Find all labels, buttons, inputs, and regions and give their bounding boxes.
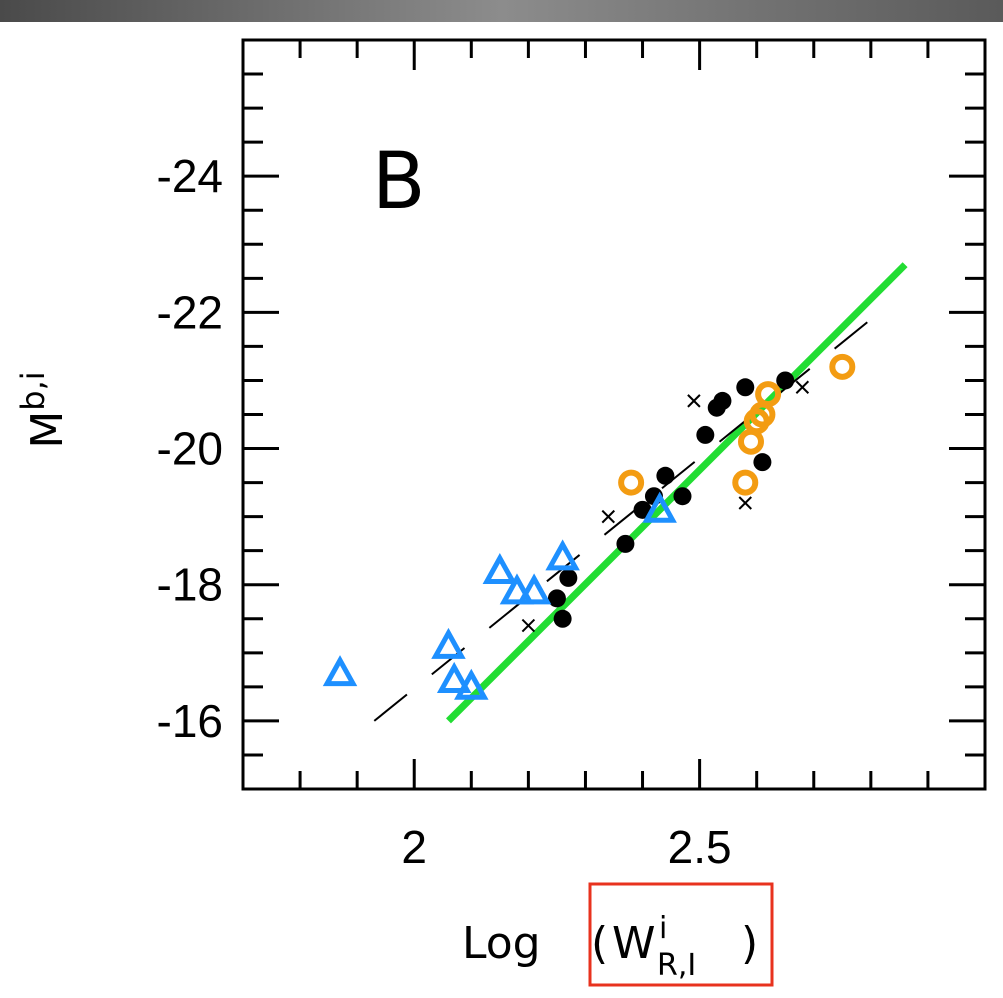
cross-point	[601, 509, 615, 524]
filled-circle-point	[713, 391, 732, 410]
y-tick-label: -18	[157, 559, 223, 611]
open-circle-point	[732, 469, 759, 496]
filled-circle-point	[559, 568, 578, 587]
x-axis-title-close-paren: )	[741, 918, 758, 969]
fit-lines	[373, 262, 908, 724]
filled-circle-point	[736, 378, 755, 397]
data-points	[322, 353, 856, 700]
x-tick-label: 2.5	[668, 821, 732, 873]
x-tick-labels: 2 2.5	[401, 821, 731, 873]
open-circle-point	[618, 469, 645, 496]
y-axis-title-base: M	[22, 411, 73, 449]
open-circle-point	[755, 381, 782, 408]
x-axis-title: Log ( W i R,I )	[462, 898, 758, 986]
filled-circle-point	[616, 534, 635, 553]
plot-frame	[241, 38, 987, 791]
cross-point	[795, 380, 810, 394]
open-triangle-point	[436, 661, 472, 693]
y-tick-labels: -24 -22 -20 -18 -16	[157, 150, 223, 747]
panel-label: B	[372, 137, 426, 227]
top-border-strip	[0, 0, 1003, 22]
open-triangle-point	[431, 627, 466, 659]
x-axis-title-superscript: i	[659, 911, 667, 946]
y-tick-label: -20	[157, 423, 223, 475]
open-triangle-point	[545, 539, 580, 571]
filled-circle-point	[776, 371, 795, 390]
tick-marks	[243, 40, 985, 789]
open-triangle-point	[322, 655, 358, 687]
open-triangle-point	[499, 573, 535, 605]
cross-point	[521, 618, 536, 633]
open-triangle-point	[482, 552, 518, 585]
filled-circle-point	[633, 500, 652, 519]
filled-circle-point	[656, 466, 675, 485]
y-axis-title-superscript: b,i	[14, 371, 52, 410]
filled-circle-point	[547, 589, 566, 608]
open-triangle-point	[642, 491, 677, 523]
filled-circle-point	[696, 425, 715, 444]
open-circle-point	[737, 428, 764, 455]
svg-text:Mb,i: Mb,i	[14, 371, 73, 448]
cross-point	[687, 394, 701, 408]
filled-circle-point	[553, 609, 572, 628]
filled-circle-point	[673, 487, 692, 506]
x-axis-title-prefix: Log	[462, 918, 541, 969]
x-axis-title-subscript: R,I	[657, 948, 696, 983]
x-tick-label: 2	[401, 821, 427, 873]
xlabel-highlight-box	[588, 882, 774, 987]
open-circle-point	[829, 353, 856, 380]
open-triangle-point	[454, 668, 489, 700]
y-axis-title: Mb,i	[14, 371, 73, 448]
filled-circle-point	[753, 453, 772, 472]
y-tick-label: -22	[157, 286, 223, 338]
y-tick-label: -16	[157, 695, 223, 747]
x-axis-title-base: W	[612, 918, 656, 969]
y-tick-label: -24	[157, 150, 223, 202]
open-triangle-point	[516, 573, 552, 605]
x-axis-title-open-paren: (	[591, 918, 608, 969]
cross-point	[738, 496, 752, 510]
